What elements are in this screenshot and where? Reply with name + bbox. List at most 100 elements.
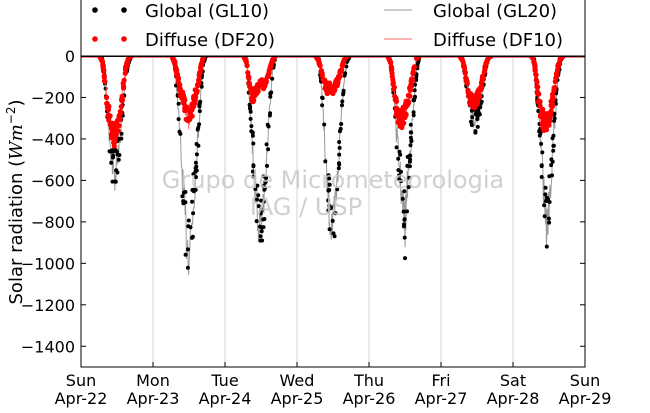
df20-point <box>176 84 183 90</box>
gl10-point <box>396 156 401 161</box>
gl10-point <box>539 175 544 179</box>
gl10-point <box>194 164 199 169</box>
gl10-point <box>190 199 195 204</box>
gl10-point <box>551 133 556 138</box>
df20-point <box>406 93 412 99</box>
df20-point <box>184 104 190 110</box>
df20-point <box>532 64 538 71</box>
gl10-point <box>261 225 266 230</box>
y-axis-label-close: ) <box>6 99 27 106</box>
df20-point <box>197 65 204 71</box>
gl10-point <box>255 183 260 188</box>
axes-layer: 0−200−400−600−800−1000−1200−1400SunApr-2… <box>21 47 612 408</box>
gl10-point <box>414 78 419 82</box>
gl10-point <box>544 244 549 249</box>
df20-point <box>408 78 414 84</box>
legend-label-df20: Diffuse (DF20) <box>145 30 275 51</box>
gl10-point <box>406 185 411 190</box>
legend-label-df10: Diffuse (DF10) <box>433 30 563 51</box>
gl10-point <box>185 265 190 270</box>
gl10-point <box>259 229 264 234</box>
gl10-point <box>470 115 475 120</box>
gl10-point <box>407 175 412 180</box>
df20-point <box>539 120 545 127</box>
df20-point <box>256 82 262 88</box>
gl10-point <box>196 143 201 148</box>
gl10-point <box>479 99 484 104</box>
gl10-point <box>537 133 542 138</box>
gl10-point <box>258 224 262 229</box>
df20-point <box>483 61 489 67</box>
df20-point <box>407 87 413 93</box>
gl10-point <box>327 176 332 181</box>
df20-point <box>459 56 465 63</box>
x-tick-label-day: Wed <box>280 371 315 390</box>
df20-point <box>104 94 110 101</box>
df20-point <box>100 63 106 70</box>
df20-point <box>116 115 122 121</box>
x-tick-label-date: Apr-26 <box>343 389 396 408</box>
gl10-point <box>197 103 202 108</box>
gl10-point <box>258 211 263 216</box>
df20-point <box>112 139 118 145</box>
df20-point <box>551 88 557 94</box>
x-tick-label-date: Apr-22 <box>55 389 108 408</box>
gl10-point <box>402 217 407 222</box>
df20-point <box>268 63 274 69</box>
y-tick-label: −600 <box>31 171 75 190</box>
gl10-point <box>540 150 545 155</box>
gl10-point <box>264 142 269 147</box>
gl10-point <box>191 172 196 177</box>
gl10-point <box>408 122 413 127</box>
gl10-point <box>326 208 331 213</box>
gl10-point <box>340 103 344 108</box>
gl10-point <box>111 153 116 158</box>
df20-point <box>111 128 117 134</box>
x-tick-label-date: Apr-27 <box>415 389 468 408</box>
gl10-point <box>552 111 557 116</box>
gl10-point <box>181 199 186 204</box>
gl10-point <box>326 188 331 193</box>
gl10-point <box>247 102 252 107</box>
gl10-point <box>320 95 325 100</box>
y-tick-label: −200 <box>31 88 75 107</box>
gl10-point <box>409 130 414 135</box>
gl10-point <box>336 166 341 171</box>
gl10-point <box>408 153 413 158</box>
df20-point <box>465 87 471 93</box>
gl10-point <box>258 238 263 243</box>
gl10-point <box>248 106 252 111</box>
gl10-point <box>545 198 550 203</box>
gl10-point <box>344 64 349 69</box>
gl10-point <box>546 216 551 221</box>
gl10-point <box>107 149 112 154</box>
x-tick-label-day: Sun <box>66 371 96 390</box>
df20-point <box>270 56 276 62</box>
df20-point <box>470 104 476 110</box>
legend-frame <box>80 0 586 57</box>
df20-point <box>242 55 248 62</box>
gl10-point <box>191 189 196 194</box>
df20-point <box>246 75 252 81</box>
df20-point <box>550 95 556 101</box>
gl10-point <box>263 180 268 185</box>
gl10-point <box>114 168 119 173</box>
gl10-point <box>341 92 346 97</box>
df20-point <box>195 82 201 88</box>
df20-point <box>105 112 111 118</box>
df20-point <box>389 70 395 76</box>
df20-point <box>123 63 129 69</box>
gl10-point <box>469 108 474 113</box>
gl10-point <box>542 203 547 208</box>
df20-point <box>548 102 554 109</box>
gl10-point <box>194 175 198 180</box>
df20-point <box>265 72 271 78</box>
x-tick-label-day: Mon <box>136 371 170 390</box>
df20-point <box>540 110 546 116</box>
gl10-point <box>253 187 258 191</box>
gl10-point <box>265 163 269 168</box>
df20-point <box>121 83 127 89</box>
grid-layer <box>152 56 514 367</box>
watermark: Grupo de Micrometeorologia IAG / USP <box>162 166 504 221</box>
gl10-point <box>326 198 331 203</box>
